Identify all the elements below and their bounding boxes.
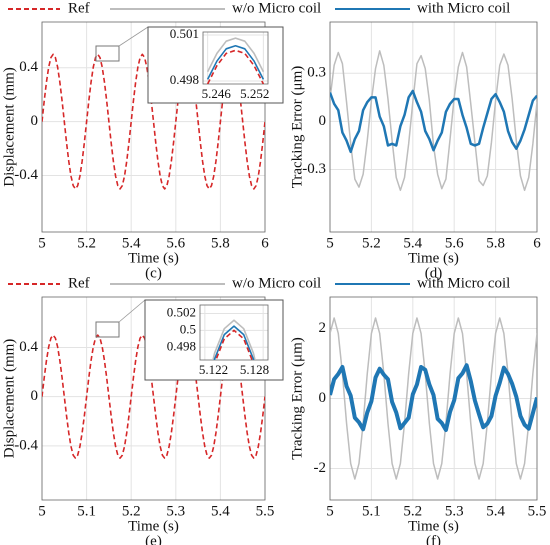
series-line: [213, 325, 255, 360]
x-tick-label: 5.1: [362, 503, 381, 519]
y-axis-label: Displacement (mm): [1, 339, 17, 459]
x-tick-label: 5.4: [486, 503, 505, 519]
legend-label: with Micro coil: [417, 275, 510, 291]
x-tick-label: 5.3: [166, 503, 185, 519]
y-tick-label: 0.4: [19, 59, 38, 75]
x-tick-label: 5.8: [486, 235, 505, 251]
x-tick-label: 5.5: [528, 503, 547, 519]
caption: (c): [145, 265, 162, 281]
x-tick-label: 5: [38, 503, 46, 519]
y-tick-label: -0.3: [302, 161, 326, 177]
x-tick-label: 5.5: [256, 503, 275, 519]
series-line: [330, 363, 537, 432]
y-tick-label: 0.501: [170, 26, 199, 41]
x-tick-label: 5.2: [122, 503, 141, 519]
plot-frame: [202, 31, 269, 85]
series-line: [215, 329, 253, 360]
x-tick-label: 5.2: [403, 503, 422, 519]
legend-label: w/o Micro coil: [232, 0, 321, 16]
y-tick-label: -0.4: [14, 437, 38, 453]
x-axis-label: Time (s): [408, 518, 459, 534]
series-line: [212, 319, 256, 360]
legend-label: with Micro coil: [417, 0, 510, 16]
y-axis-label: Tracking Error (μm): [289, 337, 305, 459]
x-tick-label: 6: [533, 235, 541, 251]
x-tick-label: 5.1: [77, 503, 96, 519]
caption: (e): [145, 533, 162, 545]
y-tick-label: 0.502: [167, 304, 196, 319]
plot-frame: [329, 21, 538, 233]
plot-frame: [199, 304, 269, 361]
x-tick-label: 5.4: [211, 503, 230, 519]
legend-label: Ref: [68, 275, 90, 291]
caption: (f): [426, 533, 441, 545]
y-axis-label: Displacement (mm): [1, 67, 17, 187]
y-axis-label: Tracking Error (μm): [289, 66, 305, 188]
x-tick-label: 5.8: [211, 235, 230, 251]
x-axis-label: Time (s): [408, 250, 459, 266]
x-tick-label: 5.4: [122, 235, 141, 251]
x-tick-label: 6: [261, 235, 269, 251]
caption: (d): [425, 265, 443, 281]
x-tick-label: 5: [38, 235, 46, 251]
series-line: [206, 49, 265, 84]
x-tick-label: 5.6: [445, 235, 464, 251]
y-tick-label: 0.498: [170, 72, 199, 87]
zoom-connector: [118, 299, 146, 323]
series-line: [330, 50, 537, 192]
x-axis-label: Time (s): [128, 250, 179, 266]
x-tick-label: 5.252: [240, 86, 269, 101]
x-tick-label: 5: [326, 235, 334, 251]
y-tick-label: 0.5: [180, 321, 196, 336]
series-line: [330, 89, 537, 154]
y-tick-label: 0.3: [307, 65, 326, 81]
x-tick-label: 5.122: [199, 362, 228, 377]
x-tick-label: 5.3: [445, 503, 464, 519]
y-tick-label: -2: [314, 460, 327, 476]
zoom-connector: [118, 26, 149, 47]
x-tick-label: 5.128: [240, 362, 269, 377]
x-tick-label: 5.2: [77, 235, 96, 251]
zoom-marker: [95, 45, 120, 62]
y-tick-label: 0: [31, 113, 39, 129]
y-tick-label: 0: [319, 390, 327, 406]
y-tick-label: 0: [31, 388, 39, 404]
y-tick-label: -0.4: [14, 167, 38, 183]
zoom-marker: [95, 321, 120, 338]
legend-label: Ref: [68, 0, 90, 16]
y-tick-label: 0.4: [19, 339, 38, 355]
legend-label: w/o Micro coil: [232, 275, 321, 291]
x-tick-label: 5.4: [403, 235, 422, 251]
y-tick-label: 2: [319, 320, 327, 336]
series-line: [206, 44, 265, 80]
x-tick-label: 5.6: [166, 235, 185, 251]
x-axis-label: Time (s): [128, 518, 179, 534]
x-tick-label: 5.2: [362, 235, 381, 251]
y-tick-label: 0.498: [167, 338, 196, 353]
x-tick-label: 5: [326, 503, 334, 519]
x-tick-label: 5.246: [202, 86, 232, 101]
series-line: [330, 317, 537, 480]
y-tick-label: 0: [319, 113, 327, 129]
series-line: [206, 37, 265, 73]
